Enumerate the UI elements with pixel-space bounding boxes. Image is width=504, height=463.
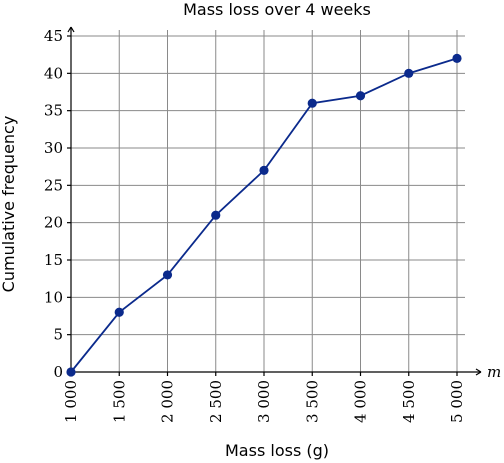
y-tick-label: 45	[44, 27, 63, 45]
series	[66, 53, 462, 377]
y-tick-label: 35	[44, 102, 63, 120]
x-tick-label: 5 000	[448, 380, 466, 423]
y-tick-label: 0	[53, 363, 63, 381]
data-point	[307, 98, 317, 108]
x-tick-label: 1 000	[62, 380, 80, 423]
x-tick-label: 4 500	[400, 380, 418, 423]
data-point	[259, 165, 269, 175]
x-tick-label: 4 000	[352, 380, 370, 423]
x-tick-label: 2 500	[207, 380, 225, 423]
data-point	[452, 53, 462, 64]
y-tick-label: 10	[44, 288, 63, 306]
y-tick-label: 15	[44, 251, 63, 269]
y-tick-label: 25	[44, 176, 63, 194]
x-tick-label: 1 500	[110, 380, 128, 423]
y-axis-label: Cumulative frequency	[0, 116, 18, 293]
x-tick-label: 2 000	[159, 380, 177, 423]
data-point	[404, 68, 414, 78]
y-tick-label: 30	[44, 139, 63, 157]
data-point	[114, 307, 124, 317]
y-tick-label: 5	[53, 326, 63, 344]
y-tick-label: 40	[44, 64, 63, 82]
y-axis-arrow	[67, 26, 75, 33]
x-axis-label: Mass loss (g)	[225, 441, 329, 460]
axes	[67, 26, 482, 376]
data-point	[211, 210, 221, 220]
x-axis-arrow	[475, 368, 482, 376]
chart-title: Mass loss over 4 weeks	[183, 0, 371, 19]
x-tick-label: 3 500	[303, 380, 321, 423]
y-tick-label: 20	[44, 214, 63, 232]
x-tick-label: 3 000	[255, 380, 273, 423]
data-point	[66, 367, 76, 377]
ticks: 0 5 10 15 20 25 30 35 40 45 1 000 1 500 2 000 2 500 3 …	[44, 27, 466, 423]
data-point	[355, 91, 366, 101]
x-axis-variable: m	[487, 363, 501, 381]
data-point	[162, 270, 173, 280]
grid	[71, 30, 465, 372]
